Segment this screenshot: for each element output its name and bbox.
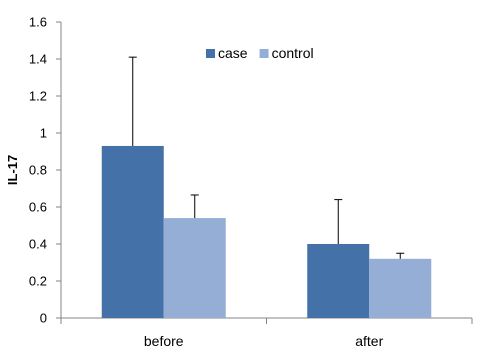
y-tick-label: 0 — [40, 311, 47, 326]
bar-case-after — [307, 244, 370, 318]
y-tick-label: 0.6 — [29, 200, 47, 215]
legend-label-control: control — [272, 45, 314, 61]
bar-control-before — [163, 218, 226, 318]
y-tick-label: 0.4 — [29, 237, 47, 252]
y-tick-label: 0.2 — [29, 274, 47, 289]
y-tick-label: 1.4 — [29, 52, 47, 67]
legend-label-case: case — [218, 45, 248, 61]
y-tick-label: 1.6 — [29, 15, 47, 30]
bar-case-before — [101, 145, 164, 318]
x-tick-label: before — [144, 333, 184, 349]
y-tick-label: 0.8 — [29, 163, 47, 178]
error-bars — [128, 56, 405, 259]
legend: case control — [206, 45, 314, 61]
legend-swatch-control — [259, 49, 269, 58]
legend-swatch-case — [206, 49, 215, 58]
y-tick-label: 1.2 — [29, 89, 47, 104]
y-axis: 0 0.2 0.4 0.6 0.8 1 1.2 1.4 1.6 — [29, 15, 62, 326]
bar-control-after — [369, 258, 432, 318]
bars — [101, 145, 432, 318]
y-axis-title: IL-17 — [5, 155, 20, 185]
x-tick-label: after — [355, 333, 383, 349]
x-axis: before after — [60, 317, 473, 349]
y-tick-label: 1 — [40, 126, 47, 141]
